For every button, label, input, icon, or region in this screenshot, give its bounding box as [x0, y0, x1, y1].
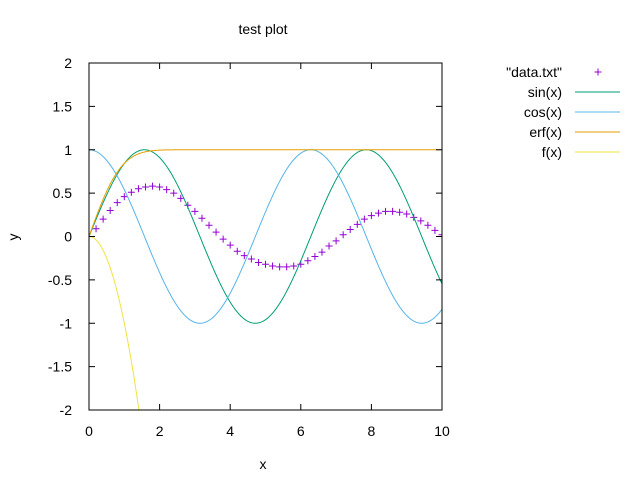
y-tick-label: 1	[64, 142, 72, 158]
data-point	[212, 228, 220, 236]
data-point	[156, 183, 164, 191]
y-tick-label: 0.5	[53, 185, 73, 201]
data-point	[233, 247, 241, 255]
data-point	[311, 252, 319, 260]
x-axis-label: x	[260, 456, 267, 472]
y-tick-label: -0.5	[48, 272, 72, 288]
data-point	[367, 212, 375, 220]
y-axis-label: y	[5, 234, 21, 241]
x-tick-label: 8	[368, 423, 376, 439]
y-tick-label: 0	[64, 229, 72, 245]
series-layer	[89, 149, 442, 410]
data-point	[353, 220, 361, 228]
data-point	[396, 208, 404, 216]
data-point	[283, 263, 291, 271]
x-tick-label: 2	[156, 423, 164, 439]
legend: "data.txt" sin(x) cos(x) erf(x) f(x)	[506, 64, 620, 160]
data-point	[346, 226, 354, 234]
data-point	[240, 252, 248, 260]
data-point	[141, 183, 149, 191]
data-point	[99, 215, 107, 223]
data-point	[226, 241, 234, 249]
data-point	[106, 206, 114, 214]
data-point	[374, 209, 382, 217]
data-point	[92, 225, 100, 233]
y-tick-label: -2	[60, 402, 73, 418]
data-point	[290, 262, 298, 270]
y-tick-label: 1.5	[53, 98, 73, 114]
data-point	[219, 235, 227, 243]
chart-title: test plot	[238, 21, 287, 37]
legend-label-data-txt: "data.txt"	[506, 64, 562, 80]
data-point	[127, 188, 135, 196]
data-point	[247, 255, 255, 263]
y-axis-ticks: 2 1.5 1 0.5 0 -0.5 -1 -1.5 -2	[48, 55, 442, 418]
data-point	[382, 207, 390, 215]
data-point	[191, 207, 199, 215]
data-point	[134, 185, 142, 193]
data-point	[113, 199, 121, 207]
data-point	[431, 226, 439, 234]
data-point	[170, 189, 178, 197]
series-line-cos-x	[89, 149, 442, 324]
x-tick-label: 4	[226, 423, 234, 439]
data-point	[177, 194, 185, 202]
legend-label-sin-x: sin(x)	[528, 84, 562, 100]
plot-frame	[88, 62, 443, 411]
data-point	[163, 186, 171, 194]
data-point	[318, 248, 326, 256]
series-line-erf-x	[89, 149, 442, 237]
data-point	[360, 215, 368, 223]
data-point	[424, 221, 432, 229]
y-tick-label: -1	[60, 315, 73, 331]
x-axis-ticks: 0 2 4 6 8 10	[85, 63, 450, 439]
legend-label-erf-x: erf(x)	[529, 124, 562, 140]
series-data-txt	[89, 182, 442, 271]
plot-area	[88, 62, 443, 411]
data-point	[417, 217, 425, 225]
data-point	[120, 193, 128, 201]
data-point	[269, 262, 277, 270]
legend-label-f-x: f(x)	[542, 144, 562, 160]
data-point	[438, 231, 442, 239]
data-point	[254, 259, 262, 267]
data-point	[339, 231, 347, 239]
data-point	[304, 257, 312, 265]
data-point	[149, 182, 157, 190]
legend-marker-data-txt	[594, 68, 602, 76]
y-tick-label: 2	[64, 55, 72, 71]
x-tick-label: 6	[297, 423, 305, 439]
series-line-f-x	[89, 236, 140, 410]
data-point	[198, 214, 206, 222]
y-tick-label: -1.5	[48, 359, 72, 375]
data-point	[325, 242, 333, 250]
data-point	[262, 260, 269, 268]
x-tick-label: 10	[434, 423, 450, 439]
x-tick-label: 0	[85, 423, 93, 439]
data-point	[389, 207, 397, 215]
data-point	[276, 263, 284, 271]
series-line-sin-x	[89, 149, 442, 324]
legend-label-cos-x: cos(x)	[524, 104, 562, 120]
data-point	[332, 237, 340, 245]
data-point	[205, 221, 213, 229]
data-point	[403, 210, 411, 218]
